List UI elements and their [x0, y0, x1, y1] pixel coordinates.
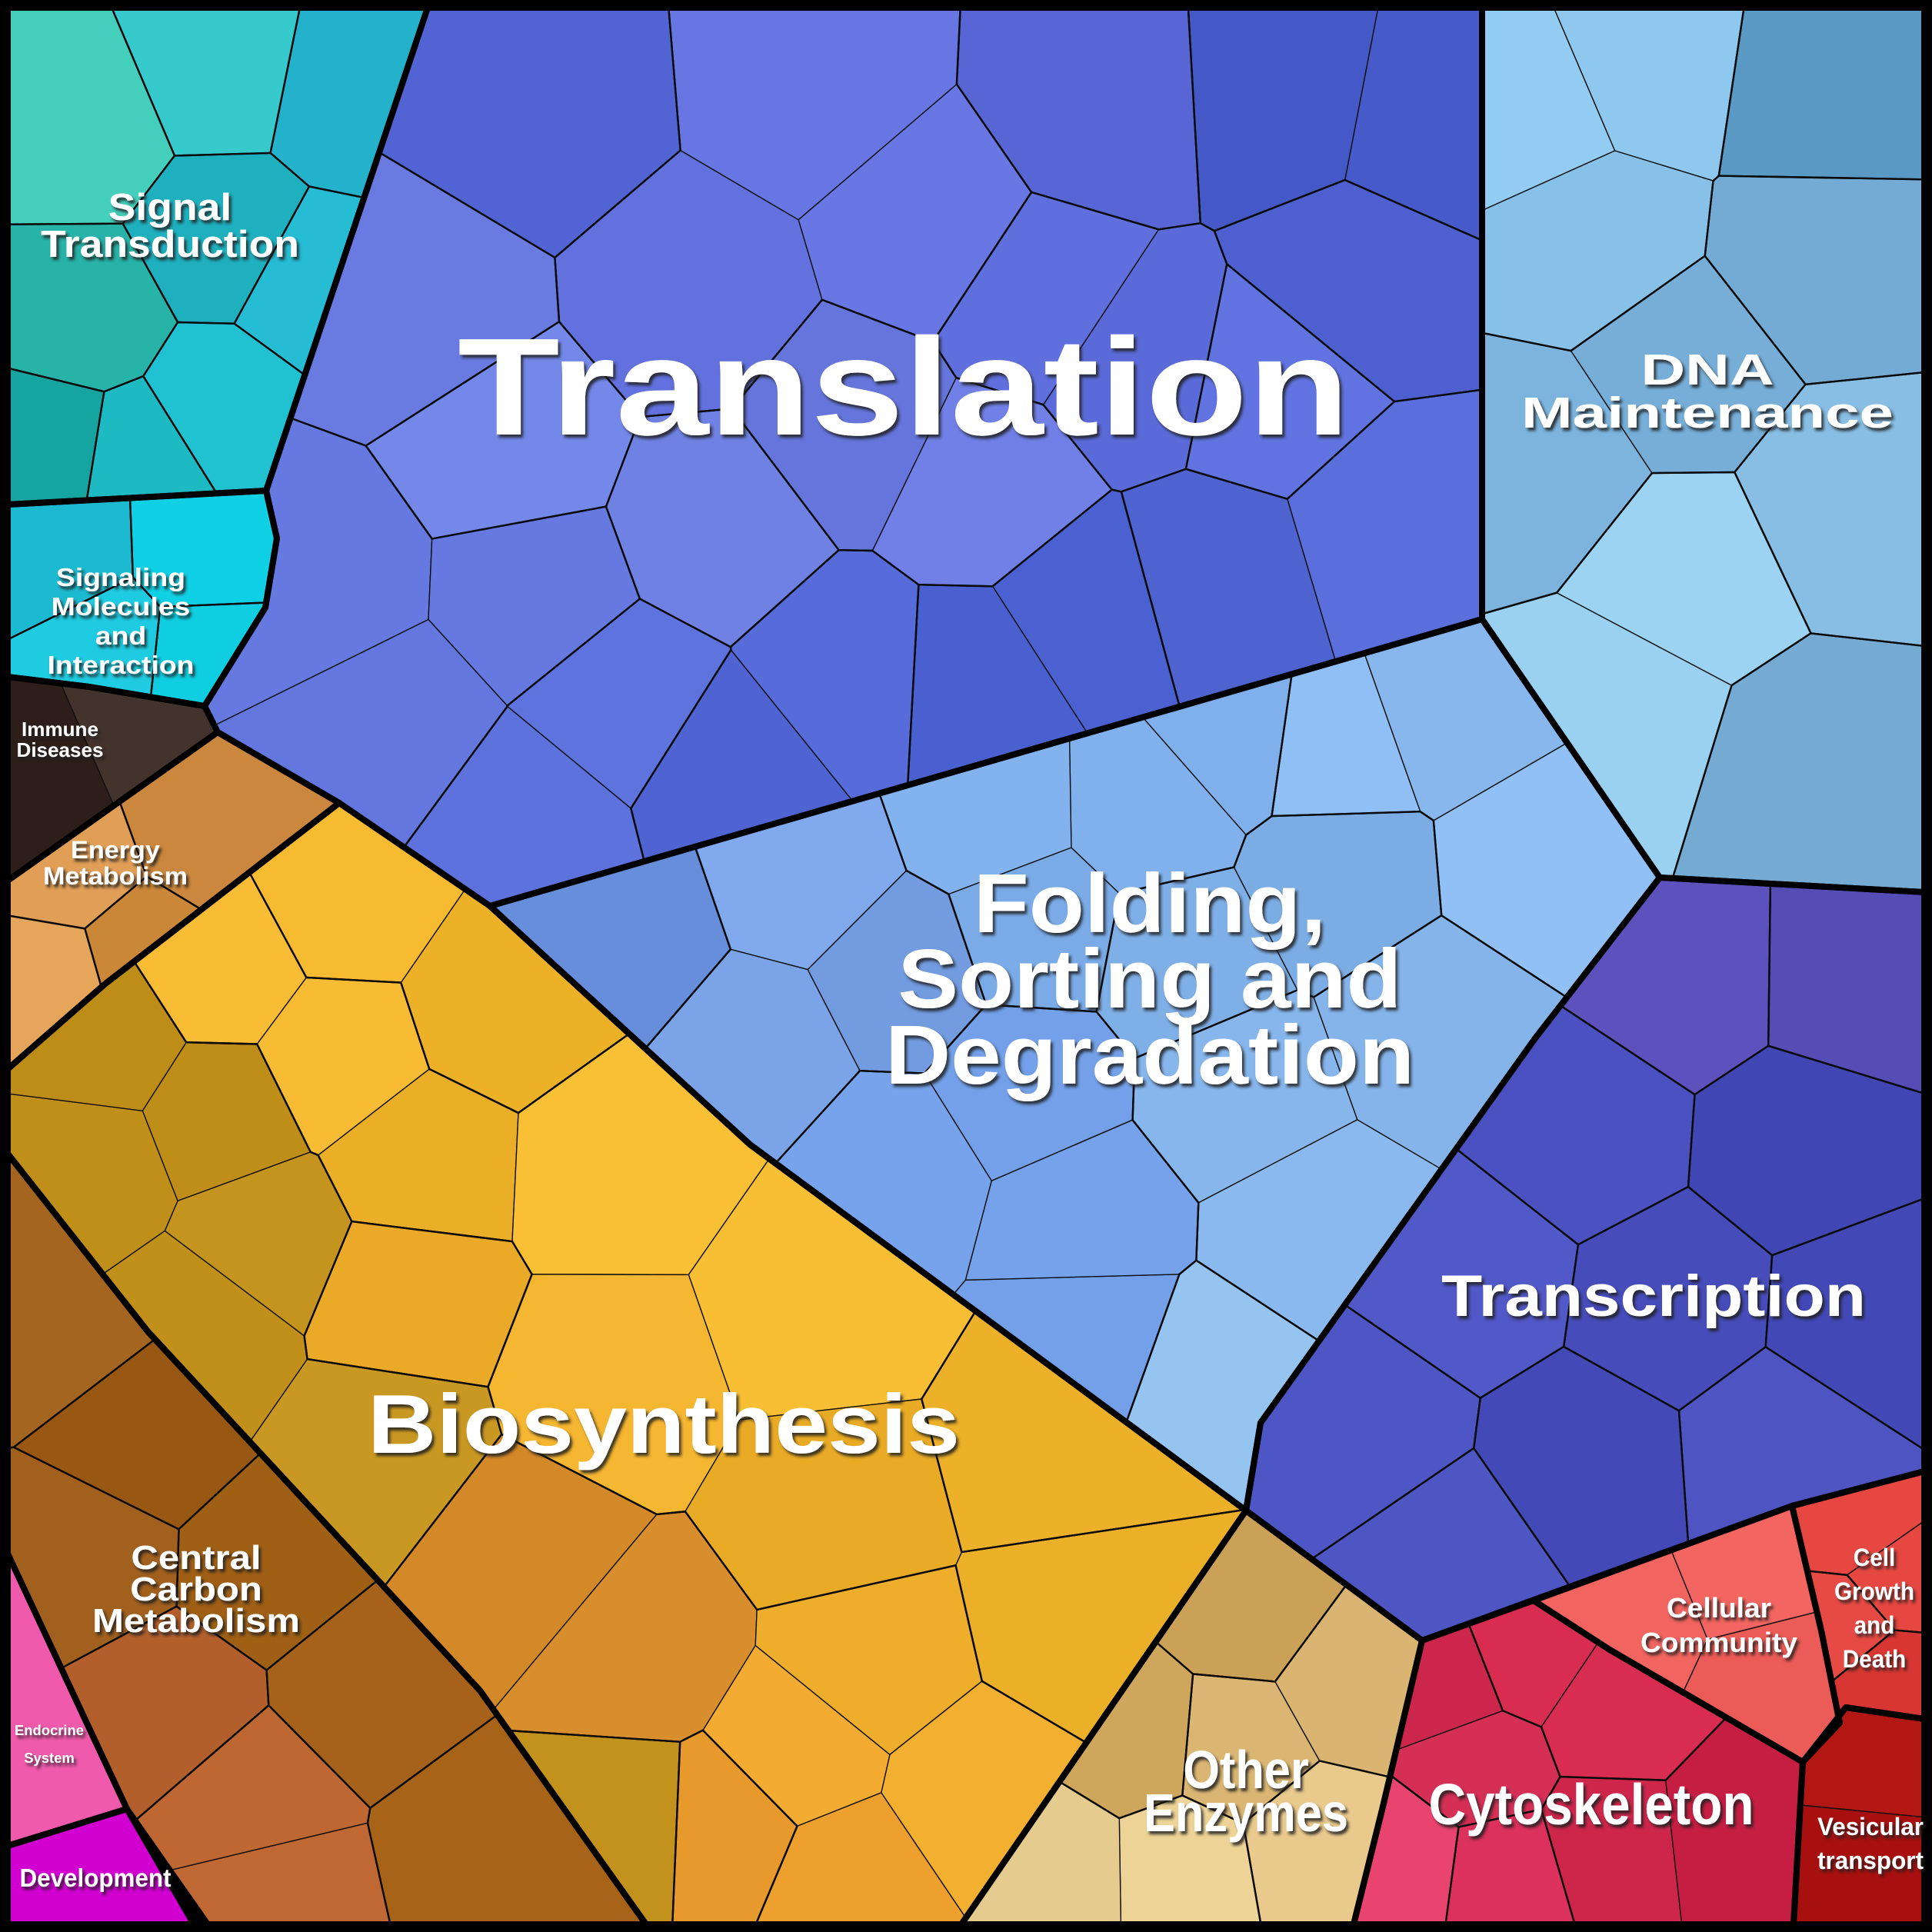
svg-text:Sorting and: Sorting and: [898, 932, 1401, 1026]
svg-text:System: System: [24, 1750, 75, 1766]
svg-text:Interaction: Interaction: [48, 651, 195, 679]
svg-text:Other: Other: [1183, 1740, 1309, 1800]
svg-text:Translation: Translation: [458, 310, 1350, 465]
svg-text:Immune: Immune: [22, 718, 98, 741]
svg-text:Folding,: Folding,: [974, 857, 1327, 951]
svg-text:transport: transport: [1817, 1847, 1924, 1874]
svg-text:Metabolism: Metabolism: [43, 862, 188, 890]
svg-text:and: and: [1854, 1611, 1895, 1639]
svg-text:Maintenance: Maintenance: [1521, 388, 1894, 438]
svg-text:Molecules: Molecules: [52, 592, 191, 621]
svg-text:Enzymes: Enzymes: [1144, 1783, 1348, 1843]
svg-text:Community: Community: [1641, 1627, 1797, 1658]
svg-text:DNA: DNA: [1641, 345, 1774, 395]
svg-text:Energy: Energy: [71, 836, 160, 864]
svg-text:Degradation: Degradation: [885, 1008, 1414, 1102]
svg-text:Growth: Growth: [1834, 1577, 1914, 1605]
svg-text:Transduction: Transduction: [41, 224, 299, 265]
svg-text:Transcription: Transcription: [1441, 1264, 1866, 1329]
svg-text:Signaling: Signaling: [56, 563, 185, 591]
svg-text:Metabolism: Metabolism: [92, 1602, 300, 1640]
svg-text:Central: Central: [131, 1539, 261, 1577]
svg-text:Carbon: Carbon: [130, 1571, 262, 1608]
svg-text:Diseases: Diseases: [17, 738, 104, 761]
svg-text:Cellular: Cellular: [1667, 1592, 1771, 1624]
svg-text:Cytoskeleton: Cytoskeleton: [1429, 1772, 1754, 1837]
svg-text:Death: Death: [1843, 1645, 1907, 1673]
svg-text:Biosynthesis: Biosynthesis: [368, 1377, 960, 1471]
svg-text:Endocrine: Endocrine: [15, 1723, 84, 1738]
svg-text:Vesicular: Vesicular: [1817, 1813, 1924, 1840]
svg-text:Signal: Signal: [108, 187, 232, 228]
svg-text:and: and: [95, 621, 146, 650]
svg-text:Cell: Cell: [1854, 1544, 1896, 1571]
svg-text:Development: Development: [20, 1864, 172, 1892]
